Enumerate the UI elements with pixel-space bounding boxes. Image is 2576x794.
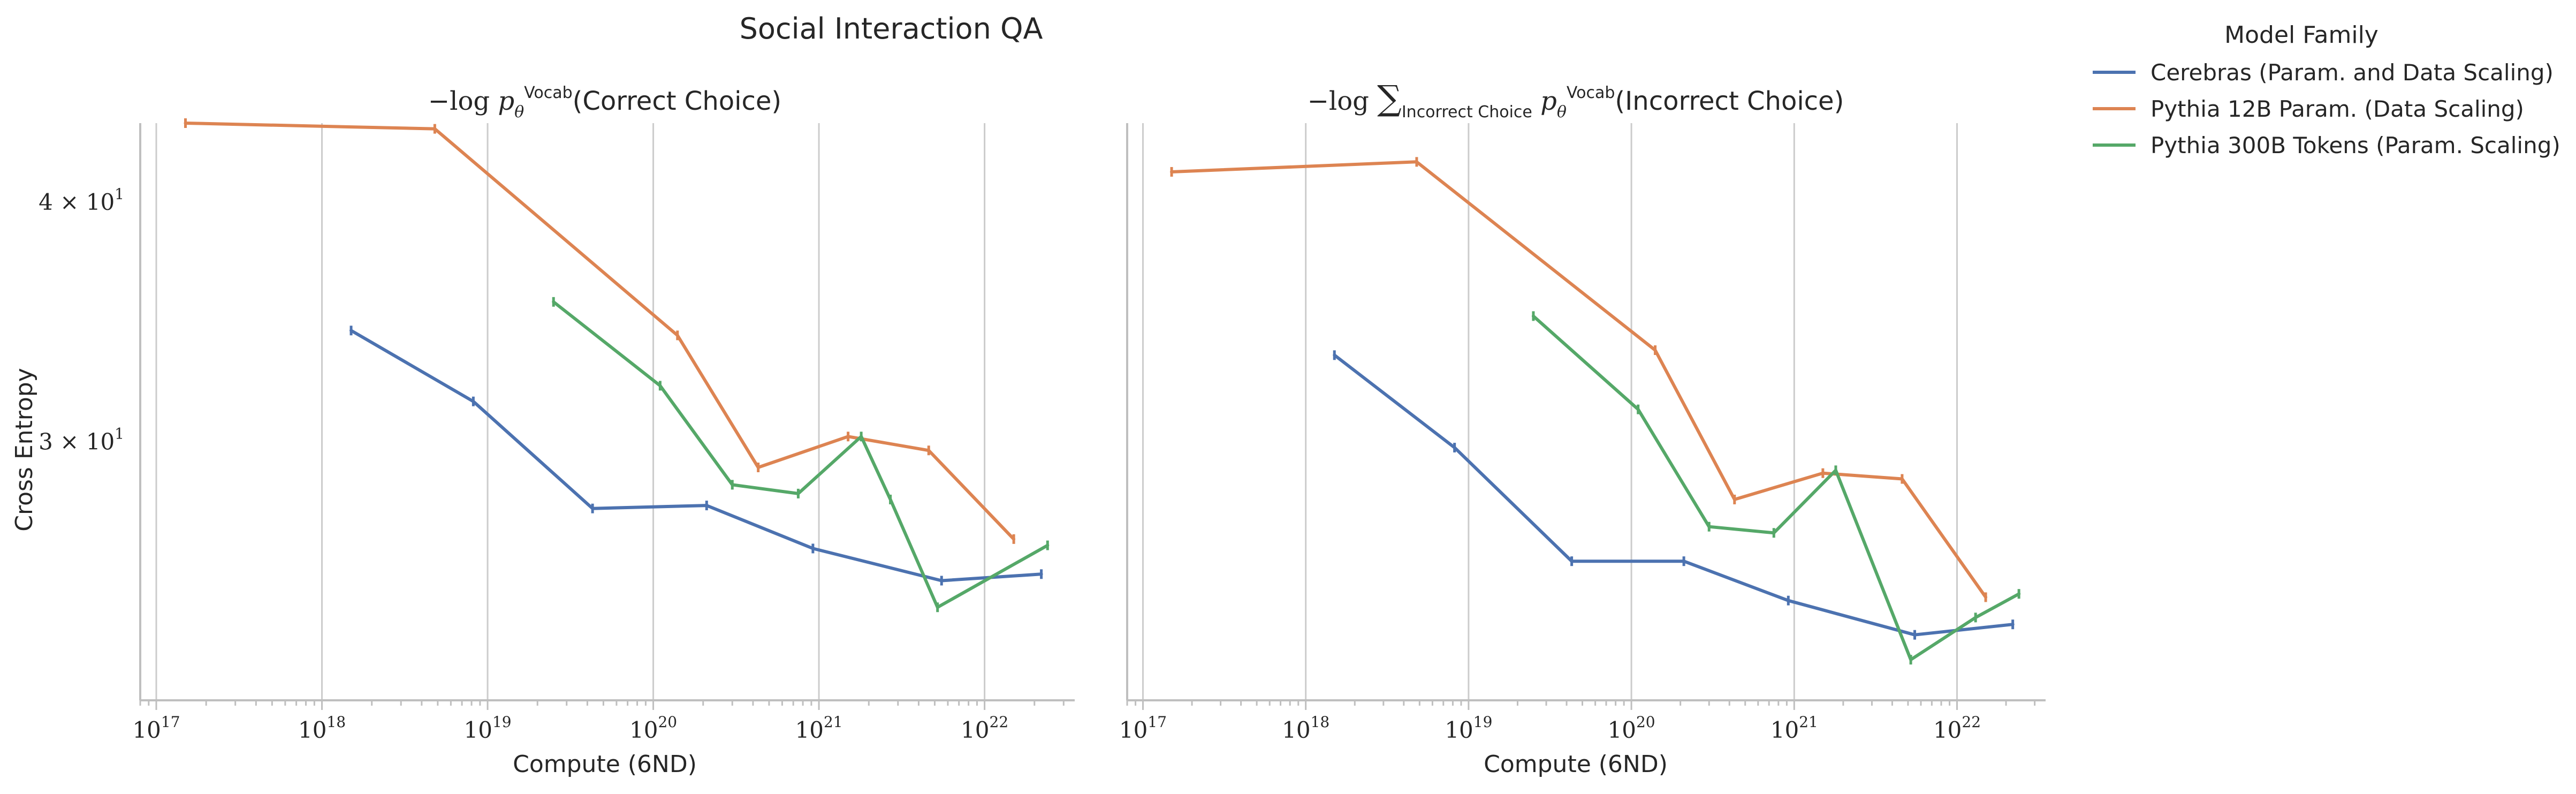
subplot-title: −log pθVocab(Correct Choice) — [428, 84, 781, 122]
tick-base: 4 × 10 — [39, 189, 115, 215]
subplot-correct-choice: Cross Entropy −log pθVocab(Correct Choic… — [11, 84, 1075, 778]
title-neg-log: −log — [428, 86, 498, 116]
subplot-title: −log ∑Incorrect Choice pθVocab(Incorrect… — [1308, 79, 1844, 122]
title-vocab: Vocab — [1567, 84, 1615, 102]
x-tick-label-3: 1020 — [1608, 713, 1655, 743]
tick-exponent: 18 — [326, 713, 346, 731]
subplot-incorrect-choice: −log ∑Incorrect Choice pθVocab(Incorrect… — [1119, 79, 2046, 778]
x-tick-label-2: 1019 — [1445, 713, 1492, 743]
title-neg-log: −log — [1308, 86, 1377, 116]
x-tick-label-5: 1022 — [1933, 713, 1981, 743]
x-grid — [1142, 123, 1958, 700]
x-tick-label-1: 1018 — [298, 713, 346, 743]
tick-base: 10 — [1770, 717, 1799, 743]
tick-base: 10 — [961, 717, 989, 743]
y-tick-label-1: 4 × 101 — [39, 185, 124, 215]
series-line-pythia-300b-tokens-param-scaling — [552, 300, 1050, 609]
title-theta: θ — [1557, 103, 1567, 122]
tick-exponent: 17 — [161, 713, 180, 731]
tick-exponent: 17 — [1148, 713, 1167, 731]
x-tick-labels: 1017 1018 1019 1020 1021 1022 — [132, 713, 1008, 743]
series-line-cerebras-param-and-data-scaling — [1333, 353, 2015, 637]
series-lines — [1170, 157, 2021, 665]
tick-base: 10 — [1608, 717, 1636, 743]
x-tick-label-2: 1019 — [463, 713, 511, 743]
series-line-pythia-12b-param-data-scaling — [1170, 160, 1988, 599]
title-p: p — [1532, 86, 1557, 116]
tick-base: 3 × 10 — [39, 429, 115, 455]
title-rest: (Incorrect Choice) — [1615, 86, 1844, 116]
tick-base: 10 — [1119, 717, 1148, 743]
axes-spines — [1126, 123, 2046, 710]
tick-base: 10 — [1445, 717, 1473, 743]
tick-exponent: 19 — [492, 713, 512, 731]
tick-exponent: 18 — [1311, 713, 1330, 731]
legend-label-pythia-12b-param-data-scaling: Pythia 12B Param. (Data Scaling) — [2151, 96, 2524, 122]
series-lines — [184, 118, 1050, 612]
tick-exponent: 20 — [658, 713, 677, 731]
y-axis-label: Cross Entropy — [11, 368, 38, 532]
title-theta: θ — [514, 103, 524, 122]
tick-base: 10 — [463, 717, 492, 743]
x-tick-label-4: 1021 — [1770, 713, 1818, 743]
series-line-pythia-12b-param-data-scaling — [184, 122, 1016, 541]
tick-exponent: 21 — [824, 713, 843, 731]
x-tick-label-5: 1022 — [961, 713, 1008, 743]
x-tick-label-4: 1021 — [795, 713, 843, 743]
x-axis-label: Compute (6ND) — [1484, 751, 1668, 778]
tick-exponent: 20 — [1636, 713, 1655, 731]
figure-title: Social Interaction QA — [740, 12, 1043, 46]
tick-base: 10 — [298, 717, 326, 743]
tick-base: 10 — [1933, 717, 1962, 743]
title-p: p — [498, 86, 514, 116]
x-axis-label: Compute (6ND) — [513, 751, 697, 778]
tick-base: 10 — [629, 717, 658, 743]
x-grid — [155, 123, 986, 700]
x-tick-label-3: 1020 — [629, 713, 677, 743]
tick-exponent: 22 — [990, 713, 1009, 731]
title-sum: ∑ — [1377, 79, 1402, 118]
series-line-pythia-300b-tokens-param-scaling — [1531, 314, 2021, 662]
tick-exponent: 21 — [1799, 713, 1818, 731]
title-rest: (Correct Choice) — [573, 86, 781, 116]
legend: Model Family Cerebras (Param. and Data S… — [2093, 21, 2560, 158]
tick-exponent: 1 — [115, 185, 124, 203]
tick-exponent: 22 — [1962, 713, 1981, 731]
title-sum-subscript: Incorrect Choice — [1402, 103, 1532, 122]
x-tick-labels: 1017 1018 1019 1020 1021 1022 — [1119, 713, 1981, 743]
x-tick-label-0: 1017 — [132, 713, 180, 743]
tick-exponent: 1 — [115, 425, 124, 443]
tick-base: 10 — [1282, 717, 1310, 743]
x-tick-label-1: 1018 — [1282, 713, 1329, 743]
tick-exponent: 19 — [1473, 713, 1493, 731]
tick-base: 10 — [132, 717, 161, 743]
legend-label-cerebras-param-and-data-scaling: Cerebras (Param. and Data Scaling) — [2151, 59, 2554, 86]
legend-items: Cerebras (Param. and Data Scaling) Pythia… — [2093, 59, 2560, 158]
legend-title: Model Family — [2224, 21, 2379, 49]
tick-base: 10 — [795, 717, 824, 743]
axes-spines — [139, 123, 1075, 710]
x-tick-label-0: 1017 — [1119, 713, 1167, 743]
title-vocab: Vocab — [524, 84, 572, 102]
legend-label-pythia-300b-tokens-param-scaling: Pythia 300B Tokens (Param. Scaling) — [2151, 132, 2560, 158]
y-tick-label-0: 3 × 101 — [39, 425, 124, 455]
